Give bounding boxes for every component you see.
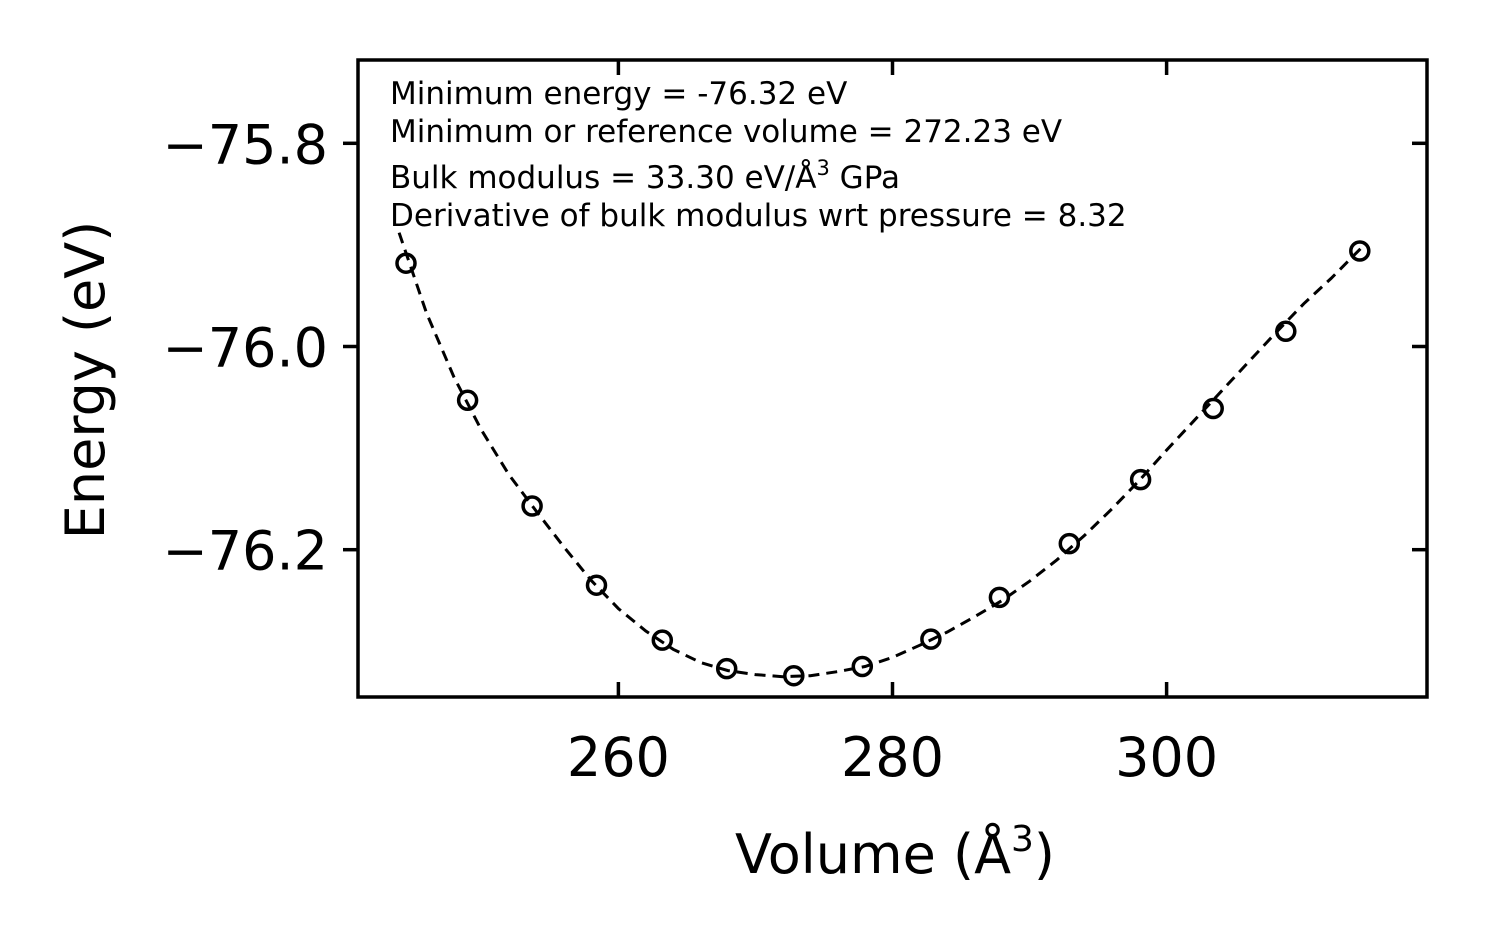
data-point — [920, 628, 942, 650]
data-point — [585, 574, 608, 596]
data-point — [1129, 468, 1152, 491]
data-point — [1275, 320, 1297, 343]
y-tick-label: −76.0 — [163, 316, 328, 379]
x-tick-label: 260 — [567, 726, 670, 789]
annotation-derivative: Derivative of bulk modulus wrt pressure … — [390, 198, 1127, 234]
data-points-layer — [395, 240, 1371, 687]
x-axis-label-main: Volume (Å — [735, 822, 1011, 886]
annotation-bulk-modulus: Bulk modulus = 33.30 eV/Å3 GPa — [390, 156, 900, 196]
plot-frame — [356, 58, 1429, 699]
data-point — [1349, 240, 1371, 262]
data-point — [1202, 397, 1224, 420]
data-point — [783, 664, 805, 687]
bulk-modulus-text: Bulk modulus = 33.30 eV/Å — [390, 160, 816, 196]
x-axis-label-end: ) — [1034, 823, 1055, 886]
ticks-layer: 260 280 300 −75.8 −76.0 −76.2 — [163, 60, 1427, 789]
fit-curve-layer — [397, 232, 1363, 679]
bulk-modulus-sup: 3 — [816, 156, 829, 180]
fit-line — [397, 232, 1363, 679]
data-point — [521, 495, 543, 517]
annotation-min-energy: Minimum energy = -76.32 eV — [390, 76, 847, 112]
x-tick-label: 300 — [1115, 726, 1218, 789]
data-point — [651, 629, 674, 651]
data-point — [988, 586, 1011, 609]
y-tick-label: −76.2 — [163, 520, 328, 583]
data-point — [1058, 532, 1081, 555]
x-tick-label: 280 — [841, 726, 944, 789]
annotation-ref-volume: Minimum or reference volume = 272.23 eV — [390, 114, 1062, 150]
x-axis-label-sup: 3 — [1011, 819, 1034, 860]
data-point — [851, 655, 874, 678]
x-axis-label: Volume (Å3) — [735, 819, 1055, 886]
data-point — [456, 389, 479, 412]
y-axis-label: Energy (eV) — [54, 221, 117, 540]
y-tick-label: −75.8 — [163, 113, 328, 176]
data-point — [395, 252, 417, 274]
data-point — [715, 657, 738, 680]
bulk-modulus-unit: GPa — [830, 160, 900, 196]
